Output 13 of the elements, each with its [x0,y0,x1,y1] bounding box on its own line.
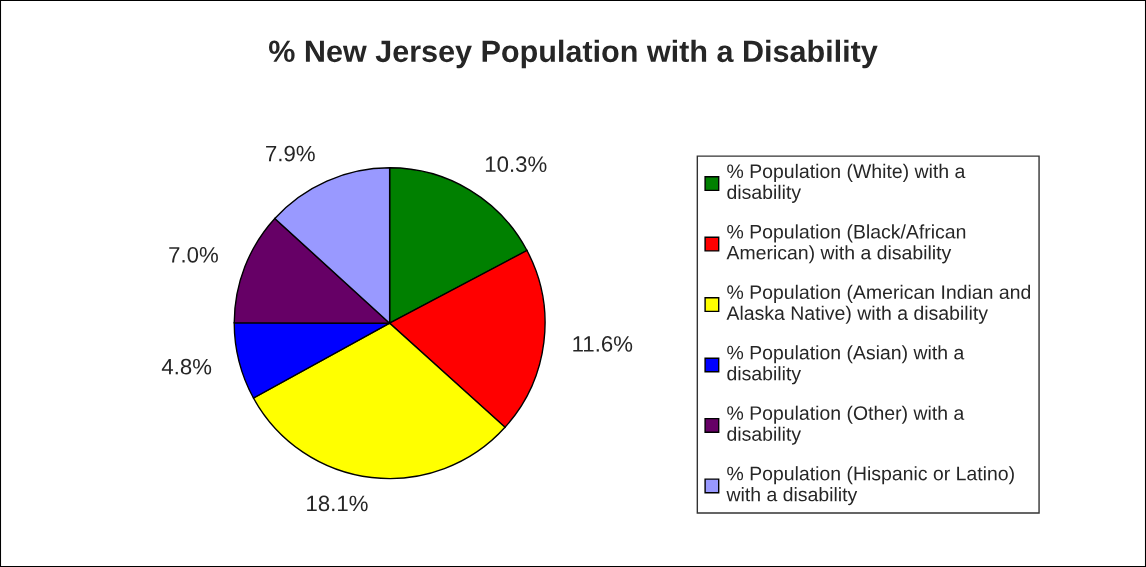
chart-title: % New Jersey Population with a Disability [268,39,878,69]
legend-label: % Population (Hispanic or Latino) with a disability [726,466,1014,506]
data-label: 10.3% [485,156,547,173]
legend-label: % Population (White) with a disability [727,163,966,203]
legend-label: % Population (Other) with a disability [727,405,965,445]
legend-label: % Population (American Indian and Alaska Native) with a disability [726,284,1031,324]
data-label: 4.8% [161,358,212,375]
data-label: 7.9% [266,145,315,162]
data-label: 11.6% [573,336,633,352]
legend-label: % Population (Black/African American) with a disability [726,224,966,264]
data-label: 18.1% [307,495,368,512]
data-label: 7.0% [169,246,218,263]
legend-label: % Population (Asian) with a disability [727,345,965,385]
